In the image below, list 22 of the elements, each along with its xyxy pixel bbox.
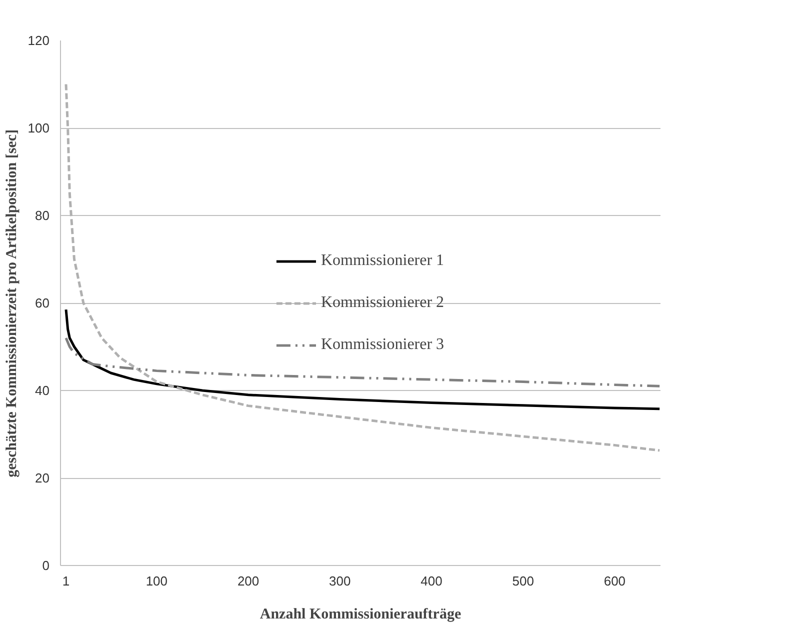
y-tick-label: 60 — [35, 296, 50, 310]
line-series — [64, 308, 660, 410]
x-tick-label: 600 — [604, 574, 626, 588]
x-tick-label: 1 — [62, 574, 70, 588]
x-tick-label: 500 — [512, 574, 534, 588]
x-tick-label: 100 — [146, 574, 168, 588]
y-tick-label: 120 — [28, 33, 50, 48]
legend-label: Kommissionierer 1 — [320, 252, 444, 270]
y-tick-label: 100 — [28, 120, 50, 136]
y-axis-title: geschätzte Kommissionierzeit pro Artikelposition [sec] — [4, 129, 20, 478]
y-tick-label: 40 — [35, 383, 50, 398]
x-tick-label: 300 — [329, 574, 351, 588]
line-series — [64, 83, 660, 452]
x-tick-label: 200 — [237, 574, 260, 588]
y-tick-label: 0 — [42, 558, 50, 573]
y-tick-label: 20 — [35, 470, 50, 486]
y-tick-label: 80 — [35, 208, 50, 223]
legend-label: Kommissionierer 3 — [320, 336, 444, 354]
x-axis-title: Anzahl Kommissionieraufträge — [260, 606, 462, 622]
x-tick-label: 400 — [420, 574, 442, 588]
line-series — [64, 336, 660, 388]
legend-label: Kommissionierer 2 — [320, 294, 444, 312]
